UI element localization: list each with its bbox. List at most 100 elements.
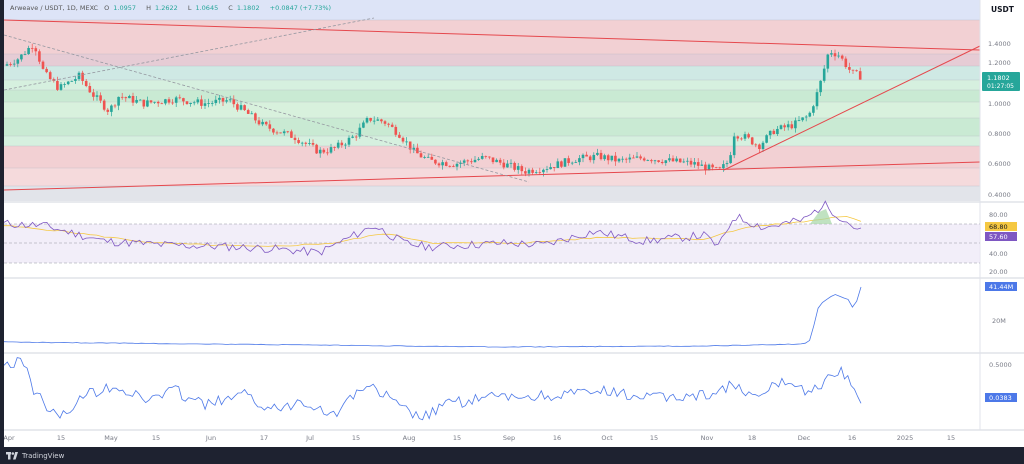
- rsi-axis[interactable]: 80.00 40.00 20.00 68.80 57.60: [985, 211, 1017, 276]
- candle-body: [596, 152, 599, 155]
- candle-body: [599, 152, 603, 160]
- candle-body: [41, 61, 45, 69]
- volume-line: [3, 286, 862, 348]
- candle-body: [246, 110, 250, 114]
- candle-body: [783, 125, 786, 128]
- candle-body: [761, 142, 765, 150]
- candle-body: [113, 105, 117, 107]
- zone-band: [4, 146, 980, 168]
- candle-body: [426, 156, 430, 158]
- candle-body: [527, 169, 531, 174]
- candle-body: [38, 51, 41, 62]
- chart-panel: USDT 1.4000 1.2000 1.0000 0.8000 0.6000 …: [3, 0, 1024, 447]
- candle-body: [160, 103, 164, 105]
- candle-body: [765, 135, 768, 143]
- candle-body: [261, 121, 264, 125]
- rsi-ma-badge: [985, 232, 1017, 241]
- candle-body: [27, 47, 30, 55]
- volume-axis[interactable]: 41.44M 20M: [985, 282, 1017, 325]
- candle-body: [5, 64, 9, 66]
- zone-band: [4, 0, 980, 20]
- candle-body: [822, 68, 826, 81]
- candle-body: [416, 147, 419, 154]
- tradingview-footer[interactable]: TradingView: [6, 449, 64, 463]
- time-tick: 15: [650, 434, 658, 442]
- candle-body: [383, 121, 387, 124]
- candle-body: [826, 54, 830, 69]
- candle-body: [473, 159, 477, 163]
- candle-body: [700, 164, 704, 166]
- price-axis[interactable]: USDT 1.4000 1.2000 1.0000 0.8000 0.6000 …: [982, 5, 1020, 199]
- rsi-value-badge: [985, 222, 1017, 231]
- candle-body: [340, 142, 344, 146]
- time-tick: Jul: [305, 434, 314, 442]
- candle-body: [358, 127, 362, 137]
- candle-body: [300, 142, 304, 144]
- rsi-overbought-fill: [810, 209, 832, 224]
- candle-body: [290, 131, 293, 138]
- osc-tick: 0.5000: [989, 361, 1012, 369]
- candle-body: [131, 95, 135, 103]
- candle-body: [315, 144, 318, 154]
- candle-body: [502, 162, 506, 168]
- candle-body: [624, 158, 628, 160]
- candle-body: [66, 81, 70, 85]
- candle-body: [657, 160, 660, 162]
- oscillator-axis[interactable]: 0.5000 0.0383: [985, 361, 1017, 402]
- candle-body: [794, 120, 797, 129]
- candle-body: [837, 55, 840, 57]
- candle-body: [578, 158, 581, 163]
- candle-body: [470, 161, 473, 163]
- volume-value-badge: [985, 282, 1017, 291]
- chart-canvas[interactable]: USDT 1.4000 1.2000 1.0000 0.8000 0.6000 …: [3, 0, 1024, 447]
- tradingview-logo-icon: [6, 452, 18, 460]
- rsi-ma-value: 57.60: [989, 233, 1008, 241]
- candle-body: [848, 67, 851, 70]
- candle-body: [498, 159, 502, 163]
- candle-body: [786, 124, 790, 128]
- candle-body: [344, 144, 347, 146]
- candle-body: [484, 156, 488, 157]
- candle-body: [214, 99, 218, 104]
- zone-band: [4, 136, 980, 146]
- candle-body: [642, 158, 646, 161]
- candle-body: [743, 134, 747, 139]
- candle-body: [592, 154, 596, 161]
- candle-body: [581, 154, 585, 159]
- candle-body: [203, 103, 207, 106]
- time-tick: 17: [260, 434, 268, 442]
- volume-tick: 20M: [992, 317, 1006, 325]
- candle-body: [563, 158, 567, 167]
- candle-body: [74, 79, 77, 81]
- candle-body: [588, 156, 592, 161]
- candle-body: [444, 162, 448, 166]
- candle-body: [495, 159, 498, 163]
- candle-body: [146, 100, 149, 107]
- candle-body: [585, 154, 588, 157]
- rsi-pane: [3, 200, 980, 264]
- candle-body: [63, 84, 66, 85]
- candle-body: [164, 99, 167, 104]
- candle-body: [552, 167, 556, 169]
- candle-body: [686, 160, 689, 162]
- candle-body: [538, 172, 542, 174]
- candle-body: [423, 157, 426, 158]
- candle-body: [297, 140, 300, 143]
- candle-body: [20, 54, 23, 60]
- candle-body: [142, 99, 146, 107]
- time-tick: Oct: [601, 434, 613, 442]
- candle-body: [603, 155, 606, 160]
- candle-body: [520, 166, 524, 172]
- candle-body: [455, 163, 459, 167]
- time-tick: 16: [553, 434, 561, 442]
- candle-body: [477, 158, 480, 160]
- candle-body: [239, 105, 243, 110]
- dashed-trendline: [3, 17, 375, 91]
- brand-name: TradingView: [22, 452, 65, 460]
- candle-body: [768, 130, 772, 136]
- candle-body: [459, 162, 462, 164]
- candle-body: [434, 159, 437, 164]
- candle-body: [92, 92, 95, 97]
- time-axis[interactable]: Apr 15 May 15 Jun 17 Jul 15 Aug 15 Sep 16 Oct 15 Nov 18…: [3, 434, 955, 442]
- candle-body: [570, 162, 574, 164]
